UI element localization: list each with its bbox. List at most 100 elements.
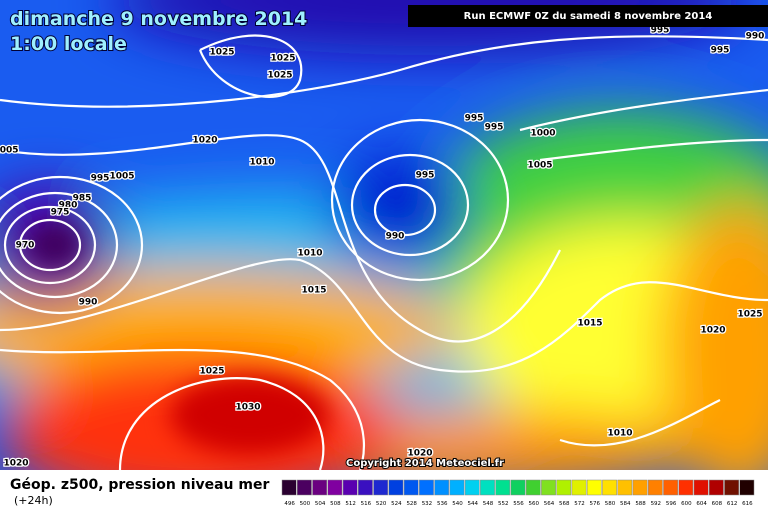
colorbar-swatch	[571, 479, 587, 496]
colorbar-label: 496	[284, 501, 295, 507]
colorbar-label: 540	[452, 501, 463, 507]
colorbar-label: 588	[635, 501, 646, 507]
colorbar-label: 612	[727, 501, 738, 507]
colorbar-swatch	[510, 479, 526, 496]
colorbar-swatch	[663, 479, 678, 496]
colorbar-label: 608	[712, 501, 723, 507]
isobar-label: 1025	[737, 310, 762, 320]
colorbar-swatch	[495, 479, 511, 496]
colorbar-swatch	[464, 479, 480, 496]
isobars	[0, 34, 768, 470]
copyright: Copyright 2014 Meteociel.fr	[346, 458, 504, 469]
colorbar: 496 500 504 508 512 516 520 524 528 532 536 540 544 5…	[281, 479, 755, 507]
colorbar-label: 572	[574, 501, 585, 507]
colorbar-label: 560	[529, 501, 540, 507]
date-label: dimanche 9 novembre 2014	[10, 8, 307, 30]
isobar-label: 1025	[270, 54, 295, 64]
colorbar-label: 512	[345, 501, 356, 507]
isobar-label: 1005	[527, 161, 552, 171]
isobar-labels: 1025102510251020101010059951005985980975…	[0, 24, 766, 470]
colorbar-label: 508	[330, 501, 341, 507]
isobar-label: 990	[79, 298, 98, 308]
footer-lead: (+24h)	[14, 494, 53, 507]
colorbar-swatch	[327, 479, 343, 496]
colorbar-swatch	[312, 479, 328, 496]
time-label: 1:00 locale	[10, 33, 127, 55]
colorbar-label: 556	[513, 501, 524, 507]
isobar-label: 990	[746, 32, 765, 42]
colorbar-swatch	[281, 479, 297, 496]
colorbar-label: 580	[605, 501, 616, 507]
colorbar-label: 584	[620, 501, 631, 507]
colorbar-label: 500	[300, 501, 311, 507]
isobar-label: 1025	[267, 71, 292, 81]
colorbar-swatch	[632, 479, 648, 496]
isobar-label: 1020	[192, 136, 217, 146]
colorbar-swatch	[541, 479, 556, 496]
colorbar-swatch	[297, 479, 312, 496]
isobar-label: 1010	[249, 158, 274, 168]
colorbar-label: 604	[696, 501, 707, 507]
colorbar-swatch	[708, 479, 724, 496]
isobar-label: 995	[485, 123, 504, 133]
colorbar-label: 552	[498, 501, 509, 507]
colorbar-label: 576	[590, 501, 601, 507]
isobar-label: 970	[16, 241, 35, 251]
colorbar-swatch	[586, 479, 602, 496]
colorbar-swatch	[358, 479, 373, 496]
colorbar-label: 548	[483, 501, 494, 507]
isobar-label: 1010	[297, 249, 322, 259]
footer-title: Géop. z500, pression niveau mer	[10, 477, 269, 493]
isobar-label: 1020	[407, 449, 432, 459]
colorbar-label: 528	[406, 501, 417, 507]
isobar-label: 995	[651, 26, 670, 36]
isobar-label: 995	[416, 171, 435, 181]
colorbar-swatch	[602, 479, 617, 496]
colorbar-swatch	[693, 479, 709, 496]
isobar-label: 980	[59, 201, 78, 211]
isobar-label: 975	[51, 208, 70, 218]
isobar-label: 1030	[235, 403, 260, 413]
colorbar-swatch	[724, 479, 739, 496]
isobar-label: 995	[91, 174, 110, 184]
isobar-label: 990	[386, 232, 405, 242]
isobar-label: 995	[465, 114, 484, 124]
colorbar-label: 592	[651, 501, 662, 507]
run-box	[408, 5, 768, 27]
colorbar-swatch	[617, 479, 633, 496]
colorbar-swatch	[373, 479, 389, 496]
colorbar-label: 616	[742, 501, 753, 507]
colorbar-swatch	[525, 479, 541, 496]
colorbar-label: 564	[544, 501, 555, 507]
colorbar-label: 568	[559, 501, 570, 507]
isobar-label: 1005	[109, 172, 134, 182]
isobar-label: 1025	[199, 367, 224, 377]
colorbar-swatch	[556, 479, 572, 496]
isobar-label: 1015	[577, 319, 602, 329]
colorbar-swatch	[388, 479, 404, 496]
colorbar-swatch	[342, 479, 358, 496]
colorbar-swatch	[449, 479, 465, 496]
isobar-label: 1000	[530, 129, 555, 139]
colorbar-label: 596	[666, 501, 677, 507]
isobar-label: 985	[73, 194, 92, 204]
colorbar-swatch	[403, 479, 419, 496]
colorbar-swatch	[419, 479, 434, 496]
isobar-label: 1020	[700, 326, 725, 336]
colorbar-swatch	[480, 479, 495, 496]
colorbar-label: 520	[376, 501, 387, 507]
isobar-label: 1015	[301, 286, 326, 296]
isobar-label: 1020	[3, 459, 28, 469]
colorbar-label: 504	[315, 501, 326, 507]
colorbar-label: 532	[422, 501, 433, 507]
isobar-label: 1010	[607, 429, 632, 439]
colorbar-swatch	[739, 479, 755, 496]
colorbar-label: 516	[361, 501, 372, 507]
isobar-label: 1005	[0, 146, 19, 156]
colorbar-label: 544	[467, 501, 478, 507]
colorbar-label: 524	[391, 501, 402, 507]
colorbar-label: 536	[437, 501, 448, 507]
isobar-label: 995	[711, 46, 730, 56]
